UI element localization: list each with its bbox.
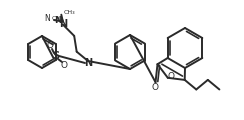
Text: N: N bbox=[54, 16, 62, 25]
Text: S: S bbox=[52, 51, 60, 61]
Text: O: O bbox=[152, 83, 159, 92]
Text: CH₃: CH₃ bbox=[63, 10, 75, 15]
Text: N: N bbox=[44, 14, 50, 23]
Text: N: N bbox=[59, 19, 67, 29]
Text: CH₃: CH₃ bbox=[52, 15, 64, 21]
Text: O: O bbox=[47, 42, 53, 51]
Text: N: N bbox=[84, 58, 92, 68]
Text: O: O bbox=[167, 72, 174, 81]
Text: O: O bbox=[61, 60, 68, 69]
